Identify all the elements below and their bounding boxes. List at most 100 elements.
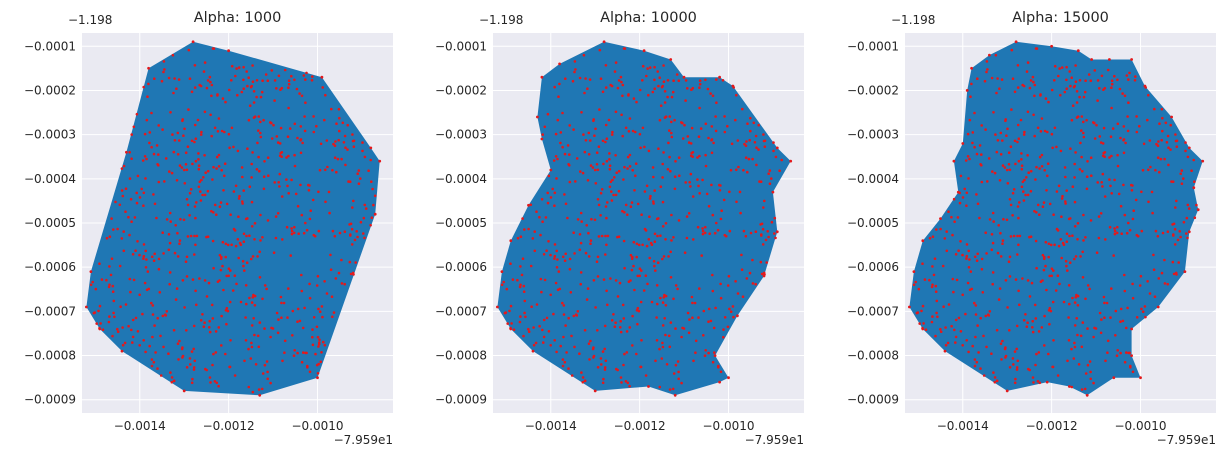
scatter-point (1156, 144, 1160, 147)
scatter-point (1001, 139, 1004, 142)
scatter-point (1050, 132, 1054, 136)
scatter-point (232, 145, 235, 149)
scatter-point (674, 327, 677, 330)
scatter-point (91, 280, 94, 284)
scatter-point (227, 267, 231, 271)
scatter-point (223, 162, 227, 165)
scatter-point (243, 359, 246, 363)
scatter-point (604, 140, 607, 144)
scatter-point (1025, 176, 1028, 179)
scatter-point (224, 255, 227, 259)
scatter-point (237, 256, 240, 260)
scatter-point (1082, 120, 1085, 124)
hull-vertex-point (1076, 49, 1080, 53)
scatter-point (999, 255, 1003, 258)
scatter-point (1118, 87, 1122, 91)
scatter-point (1089, 219, 1093, 222)
scatter-point (1193, 216, 1197, 219)
scatter-point (614, 321, 617, 325)
hull-vertex-point (98, 327, 102, 331)
scatter-point (1185, 232, 1188, 235)
scatter-point (541, 220, 544, 223)
scatter-point (1100, 74, 1104, 78)
scatter-point (120, 167, 124, 170)
scatter-point (568, 124, 571, 127)
hull-vertex-point (593, 389, 597, 393)
scatter-point (648, 215, 651, 218)
scatter-point (647, 93, 650, 97)
scatter-point (195, 234, 199, 238)
scatter-point (304, 101, 307, 104)
scatter-point (1180, 182, 1184, 185)
chart-title: Alpha: 10000 (600, 10, 697, 26)
scatter-point (280, 86, 284, 90)
scatter-point (1130, 189, 1134, 192)
scatter-point (300, 94, 304, 98)
scatter-point (1092, 335, 1095, 339)
scatter-point (135, 191, 138, 195)
scatter-point (208, 319, 211, 323)
scatter-point (540, 290, 543, 294)
scatter-point (265, 287, 268, 291)
scatter-point (1154, 229, 1158, 233)
scatter-point (1106, 351, 1109, 355)
scatter-point (1158, 170, 1161, 174)
scatter-point (242, 240, 246, 243)
scatter-point (218, 253, 222, 257)
scatter-point (697, 316, 700, 319)
scatter-point (917, 287, 921, 291)
scatter-point (317, 362, 321, 366)
scatter-point (357, 169, 361, 172)
scatter-point (1029, 189, 1033, 193)
scatter-point (686, 135, 690, 138)
scatter-point (142, 257, 145, 260)
scatter-point (1126, 115, 1129, 118)
scatter-point (588, 78, 592, 81)
scatter-point (976, 77, 979, 80)
scatter-point (1166, 282, 1169, 286)
scatter-point (1086, 363, 1090, 367)
scatter-point (1017, 243, 1020, 247)
scatter-point (767, 235, 770, 239)
x-tick-label: −0.0010 (291, 419, 343, 433)
scatter-point (279, 151, 283, 155)
scatter-point (212, 165, 215, 169)
scatter-point (568, 180, 572, 184)
scatter-point (1132, 209, 1135, 212)
scatter-point (694, 339, 698, 343)
scatter-point (168, 271, 172, 274)
scatter-point (981, 291, 985, 294)
scatter-point (745, 277, 749, 280)
scatter-point (660, 85, 664, 89)
scatter-point (1182, 220, 1186, 224)
scatter-point (212, 266, 215, 270)
scatter-point (319, 142, 323, 146)
scatter-point (1073, 200, 1077, 204)
scatter-point (976, 252, 979, 256)
scatter-point (719, 282, 722, 286)
scatter-point (604, 205, 608, 208)
scatter-point (945, 249, 949, 253)
scatter-point (653, 232, 657, 236)
scatter-point (1184, 141, 1187, 144)
scatter-point (328, 211, 331, 215)
scatter-point (192, 347, 195, 351)
hull-vertex-point (602, 40, 606, 44)
scatter-point (239, 300, 243, 304)
scatter-point (293, 122, 297, 126)
scatter-point (1146, 118, 1149, 122)
scatter-point (185, 168, 189, 172)
scatter-point (545, 316, 549, 320)
scatter-point (712, 326, 716, 330)
scatter-point (947, 210, 950, 213)
scatter-point (624, 380, 628, 383)
scatter-point (692, 238, 695, 241)
scatter-point (1141, 168, 1145, 172)
scatter-point (302, 231, 306, 235)
scatter-point (238, 241, 242, 245)
scatter-point (1088, 360, 1092, 363)
scatter-point (773, 216, 777, 220)
scatter-point (241, 202, 244, 205)
scatter-point (116, 227, 119, 231)
scatter-point (1193, 180, 1196, 183)
